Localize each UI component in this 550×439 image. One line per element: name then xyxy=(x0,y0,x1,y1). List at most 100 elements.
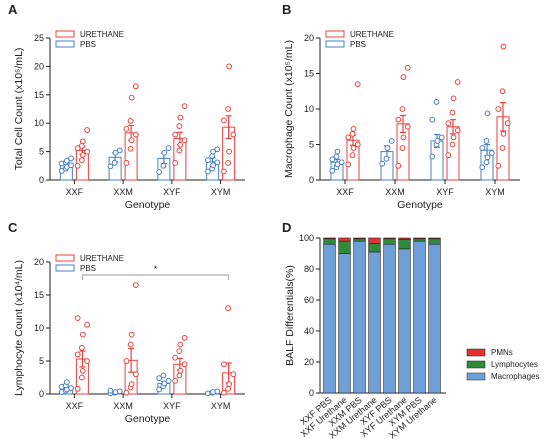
y-tick-label: 40 xyxy=(304,326,314,336)
data-point xyxy=(225,160,232,166)
stacked-segment-macrophages xyxy=(428,243,441,394)
data-point xyxy=(221,361,227,368)
data-point xyxy=(504,120,511,127)
x-tick-label: XYF xyxy=(163,401,181,411)
legend-swatch xyxy=(466,360,486,369)
data-point xyxy=(388,138,395,144)
data-point xyxy=(384,145,391,151)
data-point xyxy=(123,160,130,166)
x-axis-title: Genotype xyxy=(125,413,171,425)
data-point xyxy=(404,64,411,71)
data-point xyxy=(383,155,390,162)
data-point xyxy=(329,167,336,174)
stacked-segment-macrophages xyxy=(383,243,396,394)
data-point xyxy=(107,387,114,394)
data-point xyxy=(84,321,90,328)
x-tick-label: XXF xyxy=(66,187,84,197)
data-point xyxy=(74,315,81,322)
panel-letter: C xyxy=(8,220,18,235)
data-point xyxy=(350,145,357,151)
panel-letter: D xyxy=(282,220,291,235)
data-point xyxy=(221,168,227,175)
y-tick-label: 10 xyxy=(304,104,314,114)
data-point xyxy=(132,371,139,378)
data-point xyxy=(500,130,507,137)
data-point xyxy=(395,116,402,123)
data-point xyxy=(399,145,406,151)
significance-bracket xyxy=(81,274,230,280)
stacked-segment-lymphocytes xyxy=(383,238,396,245)
data-point xyxy=(495,162,502,169)
data-point xyxy=(127,145,134,152)
data-point xyxy=(79,331,86,338)
stacked-segment-lymphocytes xyxy=(398,239,411,250)
data-point xyxy=(156,169,163,175)
data-point xyxy=(116,388,123,395)
data-point xyxy=(172,354,179,361)
panel-letter: A xyxy=(8,2,18,17)
data-point xyxy=(160,162,167,169)
stacked-segment-lymphocytes xyxy=(428,238,441,245)
data-point xyxy=(156,375,163,382)
data-point xyxy=(354,81,361,88)
data-point xyxy=(221,117,227,124)
data-point xyxy=(84,127,90,133)
x-tick-label: XYF xyxy=(163,187,181,197)
y-tick-label: 15 xyxy=(34,90,44,100)
legend-swatch xyxy=(466,372,486,381)
data-point xyxy=(161,380,168,387)
data-point xyxy=(128,381,135,388)
data-point xyxy=(379,160,386,167)
data-point xyxy=(181,335,188,341)
data-point xyxy=(334,148,341,155)
data-point xyxy=(78,344,85,351)
data-point xyxy=(454,127,461,134)
y-tick-label: 5 xyxy=(309,140,314,150)
data-point xyxy=(176,348,183,355)
data-point xyxy=(488,150,495,156)
data-point xyxy=(445,120,452,127)
data-point xyxy=(84,148,90,155)
y-tick-label: 0 xyxy=(39,389,44,399)
legend-swatch xyxy=(55,254,75,262)
stacked-segment-lymphocytes xyxy=(353,238,366,242)
data-point xyxy=(445,152,452,159)
data-point xyxy=(226,63,233,70)
data-point xyxy=(499,88,506,95)
data-point xyxy=(176,147,183,154)
stacked-segment-lymphocytes xyxy=(413,238,426,242)
y-tick-label: 15 xyxy=(34,290,44,300)
legend-swatch xyxy=(325,40,345,48)
data-point xyxy=(438,134,445,141)
data-point xyxy=(181,103,188,110)
data-point xyxy=(450,95,457,102)
data-point xyxy=(479,145,486,151)
legend-label: Lymphocytes xyxy=(491,360,538,369)
data-point xyxy=(177,341,184,348)
data-point xyxy=(400,134,407,141)
data-point xyxy=(132,282,139,289)
data-point xyxy=(79,152,86,158)
x-axis-title: Genotype xyxy=(125,199,171,211)
panel-c: C 0 5 10 15 20 Lymphocyte Count (x10⁴/mL) XXF XX… xyxy=(8,220,245,425)
y-tick-label: 15 xyxy=(304,69,314,79)
y-tick-label: 5 xyxy=(39,356,44,366)
data-point xyxy=(210,162,217,169)
stacked-segment-pmns xyxy=(428,237,441,240)
y-tick-label: 10 xyxy=(34,118,44,128)
stacked-segment-pmns xyxy=(398,237,411,240)
data-point xyxy=(205,157,211,164)
x-tick-label: XYM xyxy=(211,187,231,197)
data-point xyxy=(123,358,130,364)
panel-letter: B xyxy=(282,2,291,17)
stacked-segment-macrophages xyxy=(398,248,411,394)
data-point xyxy=(181,137,188,144)
legend-swatch xyxy=(325,30,345,38)
data-point xyxy=(333,153,340,160)
data-point xyxy=(160,372,167,379)
data-point xyxy=(483,138,490,144)
data-point xyxy=(484,110,491,117)
data-point xyxy=(338,159,345,166)
data-point xyxy=(177,368,184,374)
